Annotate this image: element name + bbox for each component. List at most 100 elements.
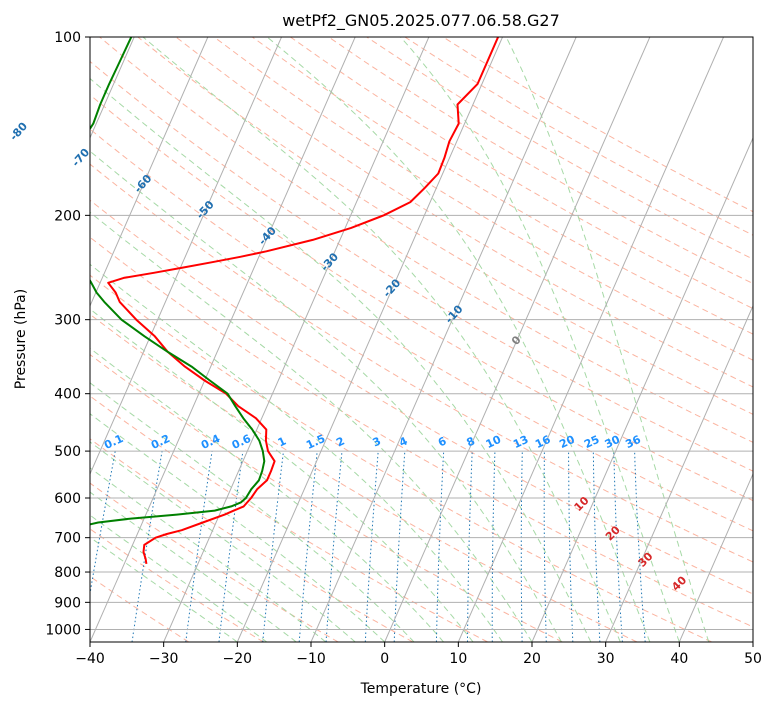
dry-adiabat-line xyxy=(290,37,753,310)
dewpoint-profile-line xyxy=(90,37,266,526)
dry-adiabat-line xyxy=(90,60,753,472)
temperature-profile-line xyxy=(107,37,500,565)
moist-adiabat-line xyxy=(400,37,680,642)
isotherm-line xyxy=(531,136,753,642)
mixing-ratio-label: 1.5 xyxy=(304,432,327,452)
dry-adiabat-line xyxy=(328,37,753,285)
dry-adiabat-line xyxy=(90,128,753,532)
dry-adiabat-line xyxy=(366,37,753,260)
isotherm-label: -60 xyxy=(132,172,155,196)
mixing-ratio-line xyxy=(364,451,379,642)
dry-adiabat-line xyxy=(90,482,339,642)
isotherm-label: -30 xyxy=(318,250,341,274)
isotherm-label: -80 xyxy=(7,120,30,144)
y-tick-label: 900 xyxy=(54,595,81,611)
isotherm-line xyxy=(310,37,577,642)
x-tick-label: 40 xyxy=(670,651,688,667)
y-tick-label: 200 xyxy=(54,208,81,224)
dry-adiabat-line xyxy=(90,236,753,628)
dry-adiabat-line xyxy=(90,313,638,642)
mixing-ratio-label: 0.6 xyxy=(230,432,253,452)
isotherm-line xyxy=(605,304,753,642)
x-tick-label: 20 xyxy=(523,651,541,667)
moist-adiabat-label: 10 xyxy=(572,494,592,514)
moist-adiabat-line xyxy=(90,150,562,642)
dry-adiabat-line xyxy=(442,37,753,213)
moist-adiabat-line xyxy=(90,308,474,642)
moist-adiabat-line xyxy=(90,413,386,642)
x-tick-label: 50 xyxy=(744,651,762,667)
isotherm-line xyxy=(457,37,724,642)
mixing-ratio-label: 16 xyxy=(533,433,553,451)
isotherm-label: -10 xyxy=(443,302,466,326)
x-tick-label: −30 xyxy=(149,651,179,667)
mixing-ratio-label: 36 xyxy=(623,433,643,451)
isotherm-label: -20 xyxy=(380,276,403,300)
mixing-ratio-line xyxy=(262,451,284,642)
moist-adiabat-line xyxy=(505,37,710,642)
dry-adiabat-line xyxy=(90,395,488,642)
chart-title: wetPf2_GN05.2025.077.06.58.G27 xyxy=(282,11,560,31)
moist-adiabat-label: 40 xyxy=(669,573,689,593)
isotherm-line xyxy=(384,37,651,642)
dry-adiabat-line xyxy=(90,163,753,563)
isotherm-line xyxy=(0,37,61,642)
dry-adiabat-line xyxy=(99,37,753,443)
mixing-ratio-label: 10 xyxy=(484,433,504,451)
y-tick-label: 700 xyxy=(54,531,81,547)
y-tick-label: 100 xyxy=(54,30,81,46)
dry-adiabat-line xyxy=(213,37,753,361)
isotherm-line xyxy=(163,37,430,642)
mixing-ratio-line xyxy=(435,451,445,642)
y-tick-label: 1000 xyxy=(45,622,81,638)
dry-adiabat-line xyxy=(90,199,753,595)
mixing-ratio-line xyxy=(90,451,116,597)
mixing-ratio-label: 20 xyxy=(557,433,577,451)
mixing-ratio-line xyxy=(298,451,318,642)
moist-adiabat-line xyxy=(142,37,621,642)
moist-adiabat-line xyxy=(90,263,503,642)
x-axis: −40 −30 −20 −10 0 10 20 30 40 50 xyxy=(75,642,762,667)
plot-frame xyxy=(89,36,754,643)
mixing-ratio-label: 4 xyxy=(397,434,410,449)
isotherm-label: -70 xyxy=(69,146,92,170)
dry-adiabat-line xyxy=(175,37,753,388)
x-tick-label: 30 xyxy=(597,651,615,667)
mixing-ratio-label: 25 xyxy=(582,433,601,451)
mixing-ratio-label: 2 xyxy=(334,434,346,449)
mixing-ratio-line xyxy=(568,451,574,642)
dry-adiabat-line xyxy=(90,94,753,502)
x-axis-label: Temperature (°C) xyxy=(360,681,482,697)
mixing-ratio-label: 0.2 xyxy=(149,432,172,452)
moist-adiabat-line xyxy=(90,536,238,642)
mixing-ratio-line xyxy=(185,451,213,642)
mixing-ratio-line xyxy=(491,451,496,642)
series-layer xyxy=(90,37,500,565)
dry-adiabat-line xyxy=(90,528,264,642)
y-tick-label: 400 xyxy=(54,387,81,403)
mixing-ratio-label: 13 xyxy=(511,433,530,451)
y-tick-label: 600 xyxy=(54,491,81,507)
line-labels-layer: -100-90-80-70-60-50-40-30-20-1000.10.20.… xyxy=(7,120,689,594)
y-axis: 100 200 300 400 500 600 700 800 900 1000 xyxy=(45,30,90,638)
moist-adiabat-line xyxy=(90,347,444,642)
moist-adiabat-line xyxy=(90,211,533,642)
isotherm-label: -40 xyxy=(256,224,279,248)
isotherm-line xyxy=(236,37,503,642)
mixing-ratio-line xyxy=(467,451,473,642)
isotherm-line xyxy=(90,37,356,642)
moist-adiabat-line xyxy=(90,77,592,642)
mixing-ratio-label: 1 xyxy=(276,434,288,449)
x-tick-label: 0 xyxy=(380,651,389,667)
moist-adiabat-line xyxy=(90,491,297,642)
mixing-ratio-label: 3 xyxy=(371,434,383,449)
moist-adiabat-label: 20 xyxy=(603,523,623,543)
mixing-ratio-label: 30 xyxy=(603,433,623,451)
mixing-ratio-line xyxy=(393,451,406,642)
mixing-ratio-label: 0.1 xyxy=(102,432,125,452)
moist-adiabat-line xyxy=(266,37,651,642)
moist-adiabat-line xyxy=(90,441,356,642)
isotherm-line xyxy=(678,472,753,642)
